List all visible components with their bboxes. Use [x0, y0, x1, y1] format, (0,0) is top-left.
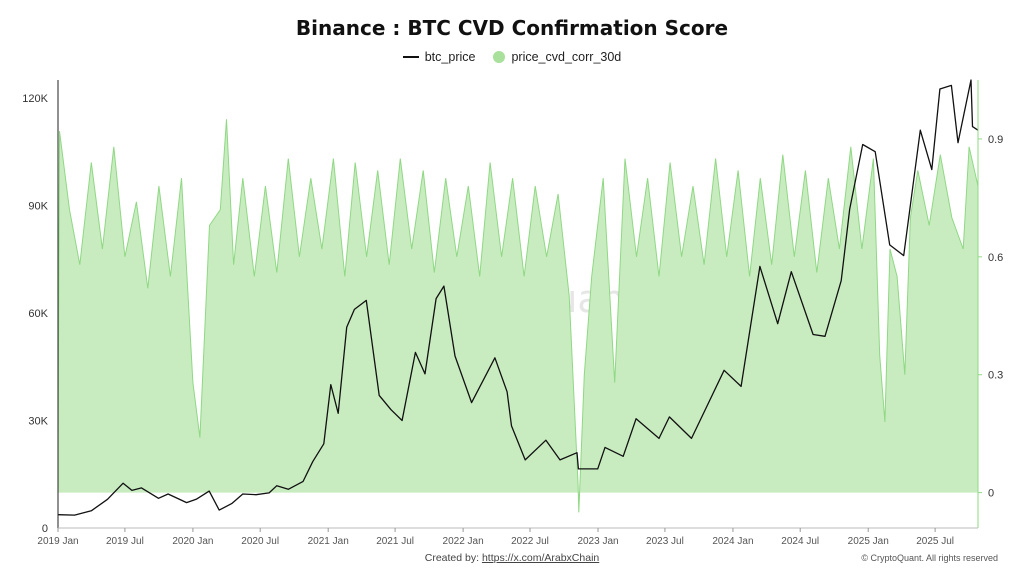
y-right-tick-label: 0.9 [988, 134, 1003, 146]
x-tick-label: 2024 Jan [712, 536, 753, 547]
y-left-tick-label: 0 [42, 523, 48, 535]
created-by-label: Created by: [424, 552, 480, 564]
y-right-tick-label: 0.6 [988, 252, 1003, 264]
x-tick-label: 2024 Jul [781, 536, 819, 547]
y-left-tick-label: 60K [28, 308, 48, 320]
x-tick-label: 2022 Jan [443, 536, 484, 547]
footer-credit: Created by: https://x.com/ArabxChain [0, 552, 1024, 564]
x-tick-label: 2025 Jul [916, 536, 954, 547]
y-right-tick-label: 0.3 [988, 370, 1003, 382]
legend-label-corr: price_cvd_corr_30d [511, 50, 622, 64]
x-tick-label: 2023 Jan [577, 536, 618, 547]
y-left-tick-label: 90K [28, 200, 48, 212]
x-tick-label: 2022 Jul [511, 536, 549, 547]
created-by-link[interactable]: https://x.com/ArabxChain [481, 552, 600, 564]
series-line-btc-price[interactable] [57, 79, 979, 516]
legend-item-corr[interactable]: price_cvd_corr_30d [493, 50, 621, 64]
series-area-outline [57, 119, 979, 513]
copyright-text: © CryptoQuant. All rights reserved [861, 553, 998, 563]
y-right-tick-label: 0 [988, 488, 994, 500]
y-left-tick-label: 120K [22, 93, 48, 105]
x-tick-label: 2023 Jul [646, 536, 684, 547]
legend-label-btc-price: btc_price [424, 50, 476, 64]
x-tick-label: 2019 Jan [37, 536, 78, 547]
x-tick-label: 2020 Jul [241, 536, 279, 547]
y-left-tick-label: 30K [28, 415, 48, 427]
x-tick-label: 2020 Jan [172, 536, 213, 547]
x-tick-label: 2019 Jul [106, 536, 144, 547]
legend-line-swatch [402, 56, 419, 58]
legend-item-btc-price[interactable]: btc_price [402, 50, 476, 64]
legend-dot-swatch [493, 51, 506, 63]
x-tick-label: 2021 Jul [376, 536, 414, 547]
x-tick-label: 2025 Jan [848, 536, 889, 547]
chart-title: Binance : BTC CVD Confirmation Score [295, 16, 729, 40]
chart-legend: btc_price price_cvd_corr_30d [0, 50, 1024, 64]
x-tick-label: 2021 Jan [308, 536, 349, 547]
series-area-price-cvd-corr-30d[interactable] [58, 119, 978, 513]
